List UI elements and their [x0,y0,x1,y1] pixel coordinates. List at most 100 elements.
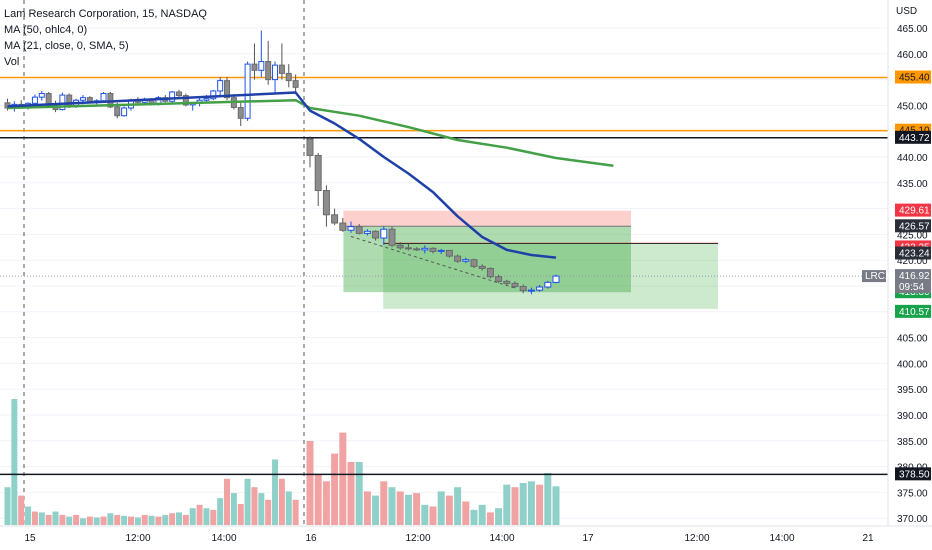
volume-bar [176,512,182,525]
time-axis-tick: 14:00 [211,533,236,544]
volume-bar [272,459,279,525]
volume-bar [155,516,162,525]
price-tag [895,203,931,217]
volume-bar [230,493,237,525]
candle [210,90,217,100]
volume-bar [59,514,66,525]
volume-bar [429,506,437,525]
candle [511,282,519,288]
legend-ma21[interactable]: MA (21, close, 0, SMA, 5) [4,40,129,52]
candle [478,265,486,269]
price-tag-label: 429.61 [899,206,930,217]
volume-bar [292,499,299,525]
volume-bar [544,472,552,525]
price-axis-tick: 440.00 [897,153,928,164]
stop-loss-zone [343,210,631,227]
candle [278,64,285,74]
price-axis-tick: 390.00 [897,411,928,422]
candle [292,80,299,88]
volume-bar [52,511,59,525]
ma21-line [7,91,557,259]
price-axis-tick: 385.00 [897,437,928,448]
volume-bar [93,517,100,525]
price-axis-tick: 465.00 [897,24,928,35]
volume-bar [182,514,189,525]
candle [437,249,445,252]
volume-bar [258,493,265,525]
volume-bar [314,474,322,525]
candle [544,281,552,288]
candle [38,93,45,98]
price-tag [895,219,931,233]
price-axis-tick: 420.00 [897,256,928,267]
volume-bar [162,514,169,525]
volume-bar [413,493,421,525]
price-axis-tick: 435.00 [897,179,928,190]
candle [486,267,494,278]
candle [519,286,527,292]
candle [265,61,272,81]
volume-bar [244,478,251,525]
price-axis-tick: 375.00 [897,488,928,499]
volume-bar [45,514,52,525]
volume-bar [18,495,25,525]
candle [404,247,412,250]
volume-bar [86,516,93,525]
volume-bar [148,515,155,525]
volume-bar [536,484,544,525]
candle [176,91,182,97]
volume-bar [527,481,535,525]
time-axis-tick: 14:00 [769,533,794,544]
volume-bar [519,483,527,525]
volume-bar [380,481,388,525]
volume-bar [237,504,244,525]
price-axis-tick: 425.00 [897,230,928,241]
price-axis-tick: 450.00 [897,101,928,112]
price-tag [895,246,931,260]
candle [306,138,314,156]
volume-bar [121,515,128,525]
volume-bar [363,491,371,525]
countdown-label: 09:54 [899,282,924,293]
last-price-tag [895,269,931,294]
candle [331,214,339,224]
volume-bar [355,462,363,525]
trend-line [350,235,516,289]
volume-bar [552,486,560,525]
symbol-tag-label: LRCX [865,271,892,282]
volume-bar [141,514,148,525]
candle [339,222,347,231]
volume-bar [210,509,217,525]
time-axis-tick: 14:00 [489,533,514,544]
volume-bar [454,487,462,525]
volume-bar [445,495,453,525]
price-tag-label: 410.57 [899,307,930,318]
volume-bar [4,487,11,525]
candle [31,96,38,104]
volume-bar [38,512,45,525]
price-axis-tick: 370.00 [897,514,928,525]
candle [413,248,421,251]
legend-volume[interactable]: Vol [4,56,20,68]
candle [396,244,404,249]
legend-title: Lam Research Corporation, 15, NASDAQ [4,8,207,20]
volume-bar [388,487,396,525]
volume-bar [421,504,429,525]
volume-bar [486,512,494,525]
volume-bar [511,487,519,525]
volume-bar [278,478,285,525]
price-axis-tick: 395.00 [897,385,928,396]
legend-ma50[interactable]: MA (50, ohlc4, 0) [4,24,88,36]
candle [121,107,128,117]
candle [347,226,355,231]
candle [429,247,437,252]
candle [217,80,224,92]
volume-bar [203,508,210,525]
price-tag [895,130,931,144]
candle [285,72,292,82]
volume-bar [372,495,380,525]
volume-bar [127,516,134,525]
candle [388,228,396,246]
candle [224,80,231,99]
